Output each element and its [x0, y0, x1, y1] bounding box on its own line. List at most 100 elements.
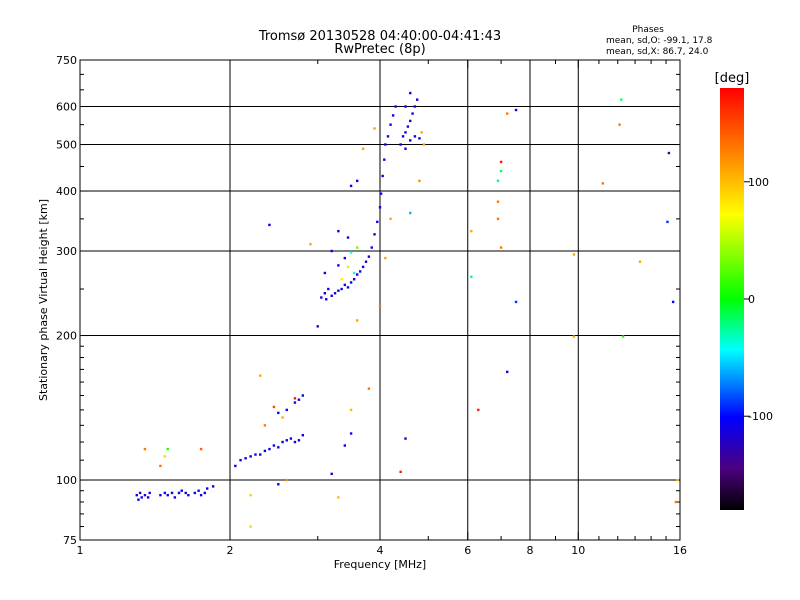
data-point [349, 281, 353, 284]
data-point [404, 147, 407, 150]
data-point [193, 491, 197, 495]
data-point [177, 491, 181, 495]
data-point [135, 493, 138, 497]
data-point [163, 491, 167, 495]
data-point [163, 455, 167, 458]
data-point [268, 447, 271, 451]
data-point [399, 143, 402, 146]
data-point [211, 485, 215, 488]
data-point [343, 256, 347, 260]
data-point [386, 135, 390, 138]
y-tick-label: 600 [56, 101, 77, 114]
data-point [159, 464, 162, 468]
chart-title: Tromsø 20130528 04:40:00-04:41:43 [258, 29, 501, 44]
phases-legend-o: mean, sd,O: -99.1, 17.8 [606, 36, 713, 46]
data-point [361, 147, 365, 150]
data-point [415, 98, 419, 101]
data-point [514, 300, 518, 304]
data-point [420, 131, 423, 134]
data-point [325, 298, 328, 301]
data-point [496, 179, 500, 183]
data-point [249, 455, 252, 458]
y-axis-label: Stationary phase Virtual Height [km] [37, 199, 50, 401]
data-point [293, 401, 297, 404]
data-point [187, 493, 190, 497]
data-point [349, 184, 353, 188]
data-point [199, 493, 203, 497]
data-point [234, 464, 237, 468]
data-point [373, 127, 376, 130]
data-point [249, 493, 252, 497]
x-tick-label: 10 [571, 544, 585, 557]
data-point [409, 139, 412, 142]
data-point [343, 283, 347, 287]
data-point [389, 123, 392, 126]
colorbar: [deg] 100 0 -100 [715, 71, 773, 510]
x-tick-label: 4 [377, 544, 384, 557]
data-point [333, 292, 337, 295]
data-point [505, 370, 509, 374]
data-point [272, 405, 276, 409]
chart-subtitle: RwPretec (8p) [334, 42, 425, 57]
data-point [346, 286, 350, 289]
data-point [343, 444, 347, 447]
data-point [361, 265, 365, 269]
data-point [143, 447, 147, 451]
data-point [173, 496, 177, 499]
phases-legend-title: Phases [632, 25, 664, 35]
y-tick-label: 750 [56, 54, 77, 67]
data-point [349, 251, 353, 254]
phases-legend-x: mean, sd,X: 86.7, 24.0 [606, 47, 709, 57]
data-point [285, 408, 288, 412]
data-point [373, 233, 376, 236]
data-point [418, 179, 421, 183]
data-point [379, 192, 383, 195]
y-tick-label: 300 [56, 245, 77, 258]
data-point [301, 394, 305, 397]
data-point [297, 439, 301, 442]
data-point [297, 398, 301, 401]
x-axis: 1 2 4 6 8 10 16 [77, 60, 687, 557]
data-point [376, 220, 379, 224]
data-point [477, 408, 480, 412]
data-point [197, 489, 200, 492]
data-point [263, 424, 267, 427]
grid-lines [80, 60, 680, 540]
data-point [259, 374, 262, 377]
data-point [367, 387, 371, 390]
data-point [143, 493, 147, 497]
data-point [413, 135, 417, 138]
data-point [352, 271, 356, 275]
data-point [422, 143, 426, 146]
data-points [135, 91, 679, 528]
data-point [239, 458, 242, 462]
data-point [674, 500, 678, 504]
data-point [618, 123, 621, 126]
data-point [272, 444, 276, 447]
data-point [381, 174, 384, 178]
data-point [572, 253, 576, 256]
data-point [358, 270, 362, 273]
data-point [327, 287, 330, 291]
data-point [355, 319, 359, 322]
data-point [378, 305, 382, 308]
data-point [666, 220, 669, 224]
data-point [281, 416, 284, 419]
data-point [601, 182, 605, 185]
data-point [309, 242, 312, 246]
data-point [277, 446, 280, 449]
data-point [496, 217, 500, 221]
data-point [367, 255, 371, 258]
data-point [370, 246, 373, 249]
x-tick-label: 2 [227, 544, 234, 557]
data-point [170, 491, 174, 495]
colorbar-ticks: 100 0 -100 [744, 176, 773, 423]
data-point [166, 447, 169, 451]
data-point [409, 119, 412, 123]
colorbar-gradient [720, 88, 744, 510]
data-point [346, 236, 350, 239]
data-point [140, 496, 143, 499]
data-point [199, 447, 203, 451]
colorbar-tick-label: 100 [748, 176, 769, 189]
